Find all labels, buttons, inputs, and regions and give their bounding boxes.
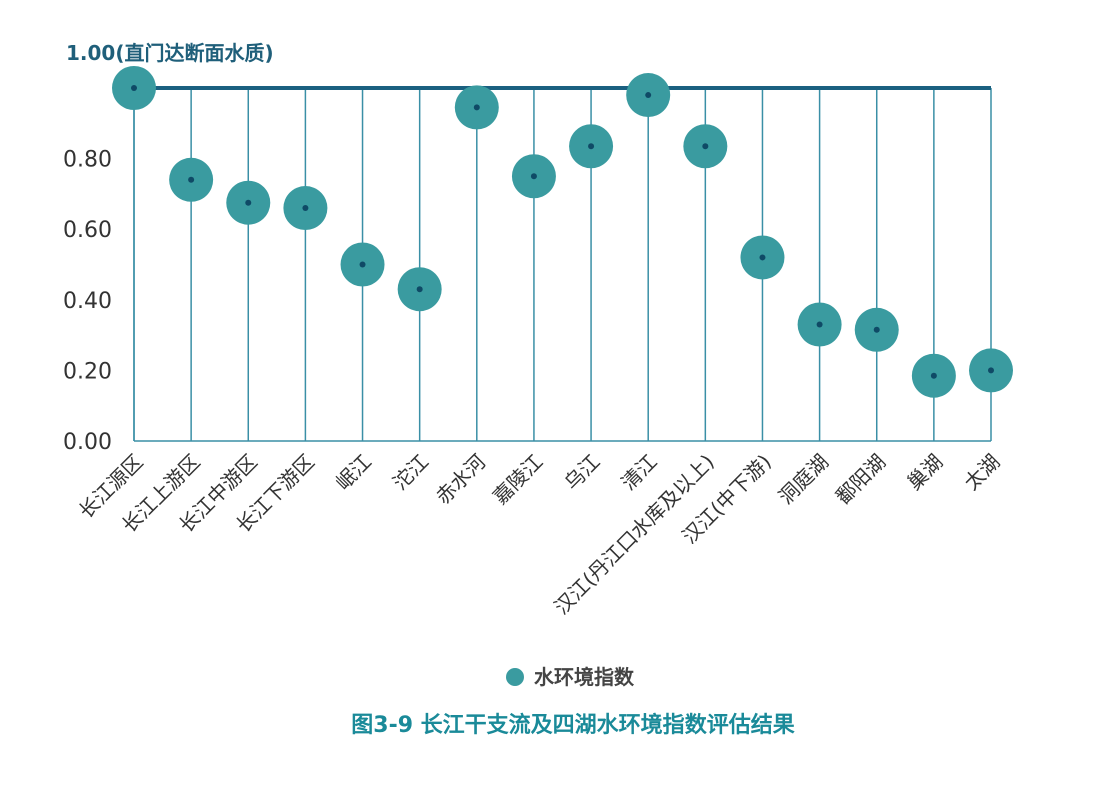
data-point-center <box>588 143 595 150</box>
data-point-center <box>873 326 880 333</box>
y-tick-label: 0.40 <box>63 289 112 314</box>
data-point-center <box>645 92 652 99</box>
markers <box>112 66 1013 398</box>
x-tick-label: 岷江 <box>331 450 376 495</box>
y-tick-label: 0.20 <box>63 359 112 384</box>
data-point-center <box>816 321 823 328</box>
x-tick-label: 洞庭湖 <box>774 450 833 509</box>
data-point-center <box>416 286 423 293</box>
data-point-center <box>759 254 766 261</box>
data-point-center <box>930 372 937 379</box>
x-tick-label: 乌江 <box>559 450 604 495</box>
legend-marker <box>506 668 524 686</box>
data-point-center <box>702 143 709 150</box>
data-point-center <box>530 173 537 180</box>
data-point-center <box>131 85 137 91</box>
chart-title: 图3-9 长江干支流及四湖水环境指数评估结果 <box>351 712 794 738</box>
data-point-center <box>988 367 994 374</box>
x-tick-label: 嘉陵江 <box>488 450 547 509</box>
reference-line-label: 1.00(直门达断面水质) <box>66 41 274 65</box>
x-tick-label: 清江 <box>616 450 661 495</box>
data-point-center <box>302 205 309 212</box>
data-point-center <box>188 176 195 183</box>
data-point-center <box>245 199 252 206</box>
data-point-center <box>473 104 480 111</box>
x-tick-label: 赤水河 <box>431 450 490 509</box>
x-tick-label: 鄱阳湖 <box>831 450 890 509</box>
x-tick-label: 巢湖 <box>902 450 947 495</box>
legend: 水环境指数 <box>506 665 635 689</box>
y-tick-label: 0.00 <box>63 430 112 455</box>
legend-label: 水环境指数 <box>534 665 635 689</box>
y-tick-label: 0.60 <box>63 218 112 243</box>
x-tick-label: 太湖 <box>959 450 1004 495</box>
stems <box>133 88 992 441</box>
data-point-center <box>359 261 366 268</box>
y-axis: 0.00 0.20 0.40 0.60 0.80 <box>63 88 991 455</box>
x-tick-label: 沱江 <box>388 450 433 495</box>
y-tick-label: 0.80 <box>63 148 112 173</box>
